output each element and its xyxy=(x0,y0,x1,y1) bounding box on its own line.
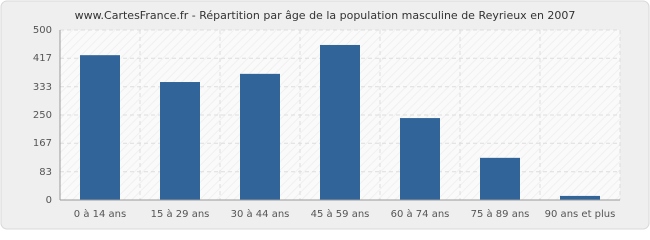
y-tick-label: 250 xyxy=(33,110,52,121)
bar xyxy=(320,44,360,201)
y-tick-label: 83 xyxy=(39,167,52,178)
x-tick-label: 75 à 89 ans xyxy=(471,208,530,220)
bar xyxy=(560,195,600,200)
y-tick-label: 417 xyxy=(33,53,52,64)
x-tick-label: 15 à 29 ans xyxy=(151,208,210,220)
y-tick-label: 333 xyxy=(33,82,52,93)
x-tick-label: 30 à 44 ans xyxy=(231,208,290,220)
bar xyxy=(160,82,200,200)
bar xyxy=(80,55,120,200)
bar xyxy=(480,157,520,200)
bar xyxy=(400,118,440,200)
y-tick-label: 500 xyxy=(33,25,52,36)
x-tick-label: 0 à 14 ans xyxy=(74,208,126,220)
x-tick-label: 60 à 74 ans xyxy=(391,208,450,220)
y-tick-label: 167 xyxy=(33,138,52,149)
chart-title: www.CartesFrance.fr - Répartition par âg… xyxy=(75,9,576,22)
chart: www.CartesFrance.fr - Répartition par âg… xyxy=(0,0,650,230)
bar xyxy=(240,73,280,200)
y-tick-label: 0 xyxy=(46,195,52,206)
x-tick-label: 90 ans et plus xyxy=(545,209,616,220)
x-tick-label: 45 à 59 ans xyxy=(311,208,370,220)
